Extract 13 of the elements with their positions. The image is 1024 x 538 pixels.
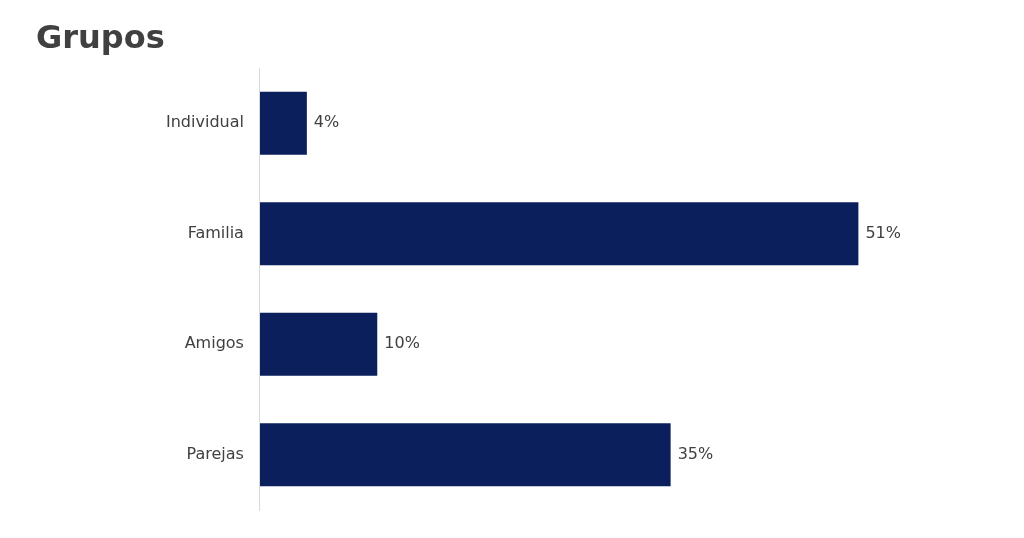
bar: [259, 202, 859, 266]
bar: [259, 423, 671, 487]
data-label: 51%: [865, 222, 901, 242]
y-tick-label: Amigos: [184, 333, 244, 353]
y-tick-label: Individual: [166, 112, 244, 132]
chart-title: Grupos: [36, 18, 165, 56]
bar: [259, 312, 378, 376]
y-tick-label: Familia: [187, 222, 244, 242]
data-label: 35%: [677, 443, 714, 463]
data-label: 10%: [384, 333, 420, 353]
y-tick-label: Parejas: [186, 443, 244, 463]
bar: [259, 91, 307, 155]
data-label: 4%: [313, 112, 340, 132]
